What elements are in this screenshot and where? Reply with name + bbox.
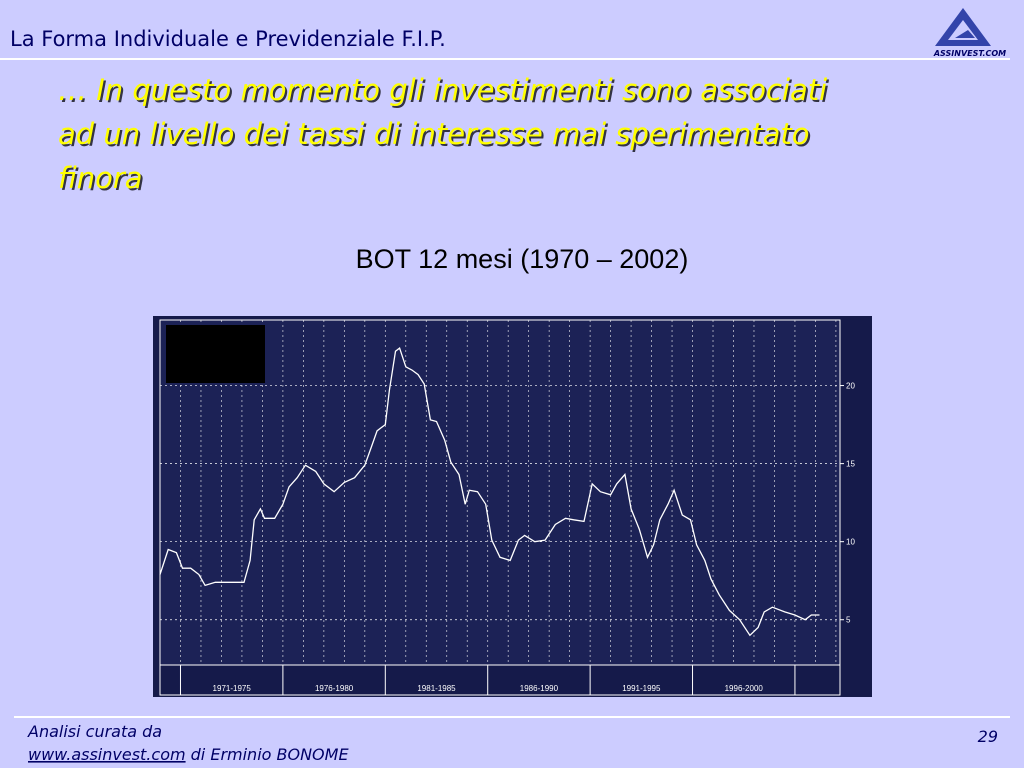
x-tick-label: 1996-2000: [725, 684, 764, 693]
y-tick-label: 20: [846, 382, 855, 391]
x-tick-label: 1981-1985: [417, 684, 456, 693]
plot-area: [159, 319, 841, 666]
grid: 5 10 15 20: [160, 320, 855, 665]
y-tick-label: 10: [846, 538, 855, 547]
x-tick-label: 1976-1980: [315, 684, 354, 693]
legend-box: [166, 325, 265, 383]
header-title: La Forma Individuale e Previdenziale F.I…: [10, 27, 446, 51]
heading-line: ad un livello dei tassi di interesse mai…: [58, 117, 809, 151]
x-axis-strip: [159, 664, 841, 696]
line-series: [159, 347, 820, 637]
heading-line: finora: [58, 161, 143, 195]
logo: ASSINVEST.COM: [933, 8, 1006, 58]
footer-link[interactable]: www.assinvest.com: [28, 745, 186, 764]
chart-title: BOT 12 mesi (1970 – 2002): [356, 244, 689, 274]
marks: 1971-1975 1976-1980 1981-1985 1986-1990 1991…: [159, 347, 820, 695]
footer-credit: Analisi curata da: [27, 722, 162, 741]
x-tick-label: 1991-1995: [622, 684, 661, 693]
x-tick-label: 1986-1990: [520, 684, 559, 693]
heading-line: … In questo momento gli investimenti son…: [58, 73, 827, 107]
page-number: 29: [978, 727, 998, 746]
logo-text: ASSINVEST.COM: [933, 49, 1006, 58]
y-tick-label: 15: [846, 460, 855, 469]
x-tick-label: 1971-1975: [213, 684, 252, 693]
footer-author: di Erminio BONOME: [186, 745, 350, 764]
y-tick-label: 5: [846, 616, 851, 625]
